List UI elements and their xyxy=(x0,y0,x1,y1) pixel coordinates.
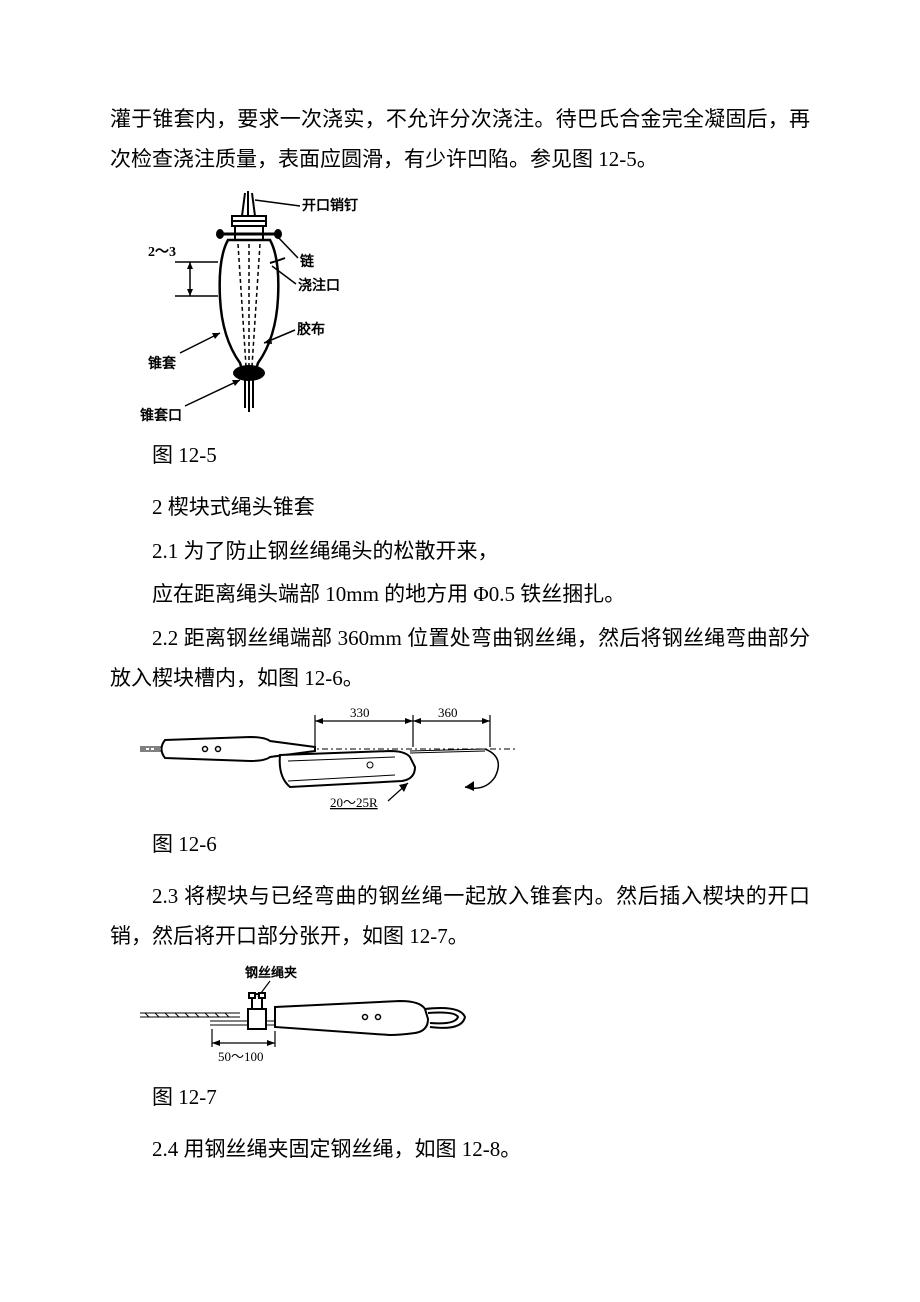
figure-12-5-svg: 2～3 锥套 锥套口 开口销钉 链 浇注口 胶 xyxy=(140,188,360,428)
para-2-4: 2.4 用钢丝绳夹固定钢丝绳，如图 12-8。 xyxy=(110,1130,810,1170)
figure-12-6: 330 360 xyxy=(140,707,810,817)
para-2-1: 2.1 为了防止钢丝绳绳头的松散开来， xyxy=(110,532,810,572)
figure-12-7-label: 图 12-7 xyxy=(110,1078,810,1118)
d360: 360 xyxy=(438,707,458,720)
figure-12-6-svg: 330 360 xyxy=(140,707,520,817)
pin-label: 开口销钉 xyxy=(302,197,358,214)
para-2-3: 2.3 将楔块与已经弯曲的钢丝绳一起放入锥套内。然后插入楔块的开口销，然后将开口… xyxy=(110,877,810,957)
d330: 330 xyxy=(350,707,370,720)
heading-2: 2 楔块式绳头锥套 xyxy=(110,488,810,528)
para-2-1b: 应在距离绳头端部 10mm 的地方用 Φ0.5 铁丝捆扎。 xyxy=(110,575,810,615)
figure-12-6-label: 图 12-6 xyxy=(110,825,810,865)
figure-12-7-svg: 钢丝绳夹 xyxy=(140,965,480,1070)
socket-mouth-label: 锥套口 xyxy=(140,407,182,424)
figure-12-5-label: 图 12-5 xyxy=(110,436,810,476)
pour-label: 浇注口 xyxy=(298,277,340,294)
dim-2-3-label: 2～3 xyxy=(148,245,176,260)
chain-label: 链 xyxy=(300,253,315,270)
para-2-2: 2.2 距离钢丝绳端部 360mm 位置处弯曲钢丝绳，然后将钢丝绳弯曲部分放入楔… xyxy=(110,619,810,699)
tape-label: 胶布 xyxy=(297,321,325,338)
r-label: 20～25R xyxy=(330,795,378,810)
figure-12-5: 2～3 锥套 锥套口 开口销钉 链 浇注口 胶 xyxy=(140,188,810,428)
figure-12-7: 钢丝绳夹 xyxy=(140,965,810,1070)
clamp-label: 钢丝绳夹 xyxy=(245,965,297,980)
intro-paragraph: 灌于锥套内，要求一次浇实，不允许分次浇注。待巴氏合金完全凝固后，再次检查浇注质量… xyxy=(110,100,810,180)
socket-label: 锥套 xyxy=(148,355,176,372)
dim-50-100: 50～100 xyxy=(218,1049,264,1064)
